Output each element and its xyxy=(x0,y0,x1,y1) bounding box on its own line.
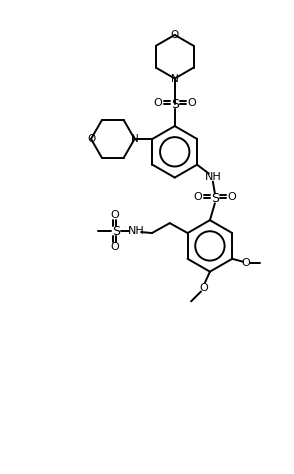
Text: NH: NH xyxy=(205,172,221,182)
Text: NH: NH xyxy=(128,226,144,236)
Text: O: O xyxy=(171,30,179,40)
Text: O: O xyxy=(187,98,196,108)
Text: O: O xyxy=(110,242,119,252)
Text: S: S xyxy=(211,192,219,205)
Text: O: O xyxy=(242,258,250,268)
Text: O: O xyxy=(153,98,162,108)
Text: S: S xyxy=(112,225,120,237)
Text: O: O xyxy=(227,191,236,201)
Text: S: S xyxy=(171,98,179,111)
Text: N: N xyxy=(171,73,179,83)
Text: O: O xyxy=(200,283,208,292)
Text: N: N xyxy=(131,134,138,144)
Text: O: O xyxy=(194,191,202,201)
Text: O: O xyxy=(87,134,95,144)
Text: O: O xyxy=(110,210,119,220)
